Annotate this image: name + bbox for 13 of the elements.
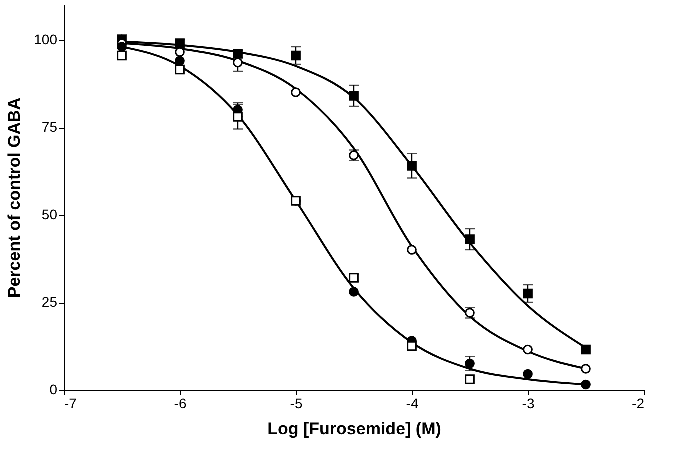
x-tick-label: -5 bbox=[290, 396, 303, 412]
y-tick-label: 75 bbox=[42, 119, 58, 135]
y-axis-title: Percent of control GABA bbox=[5, 98, 24, 298]
x-tick-label: -2 bbox=[632, 396, 645, 412]
y-tick-label: 25 bbox=[42, 294, 58, 310]
y-tick-label: 50 bbox=[42, 206, 58, 222]
y-tick-label: 100 bbox=[34, 32, 58, 48]
x-axis-title: Log [Furosemide] (M) bbox=[268, 420, 442, 438]
x-tick-label: -3 bbox=[522, 396, 535, 412]
x-tick-label: -6 bbox=[174, 396, 187, 412]
y-tick-label: 0 bbox=[50, 382, 58, 398]
x-tick-label: -4 bbox=[406, 396, 419, 412]
x-tick-label: -7 bbox=[64, 396, 78, 412]
